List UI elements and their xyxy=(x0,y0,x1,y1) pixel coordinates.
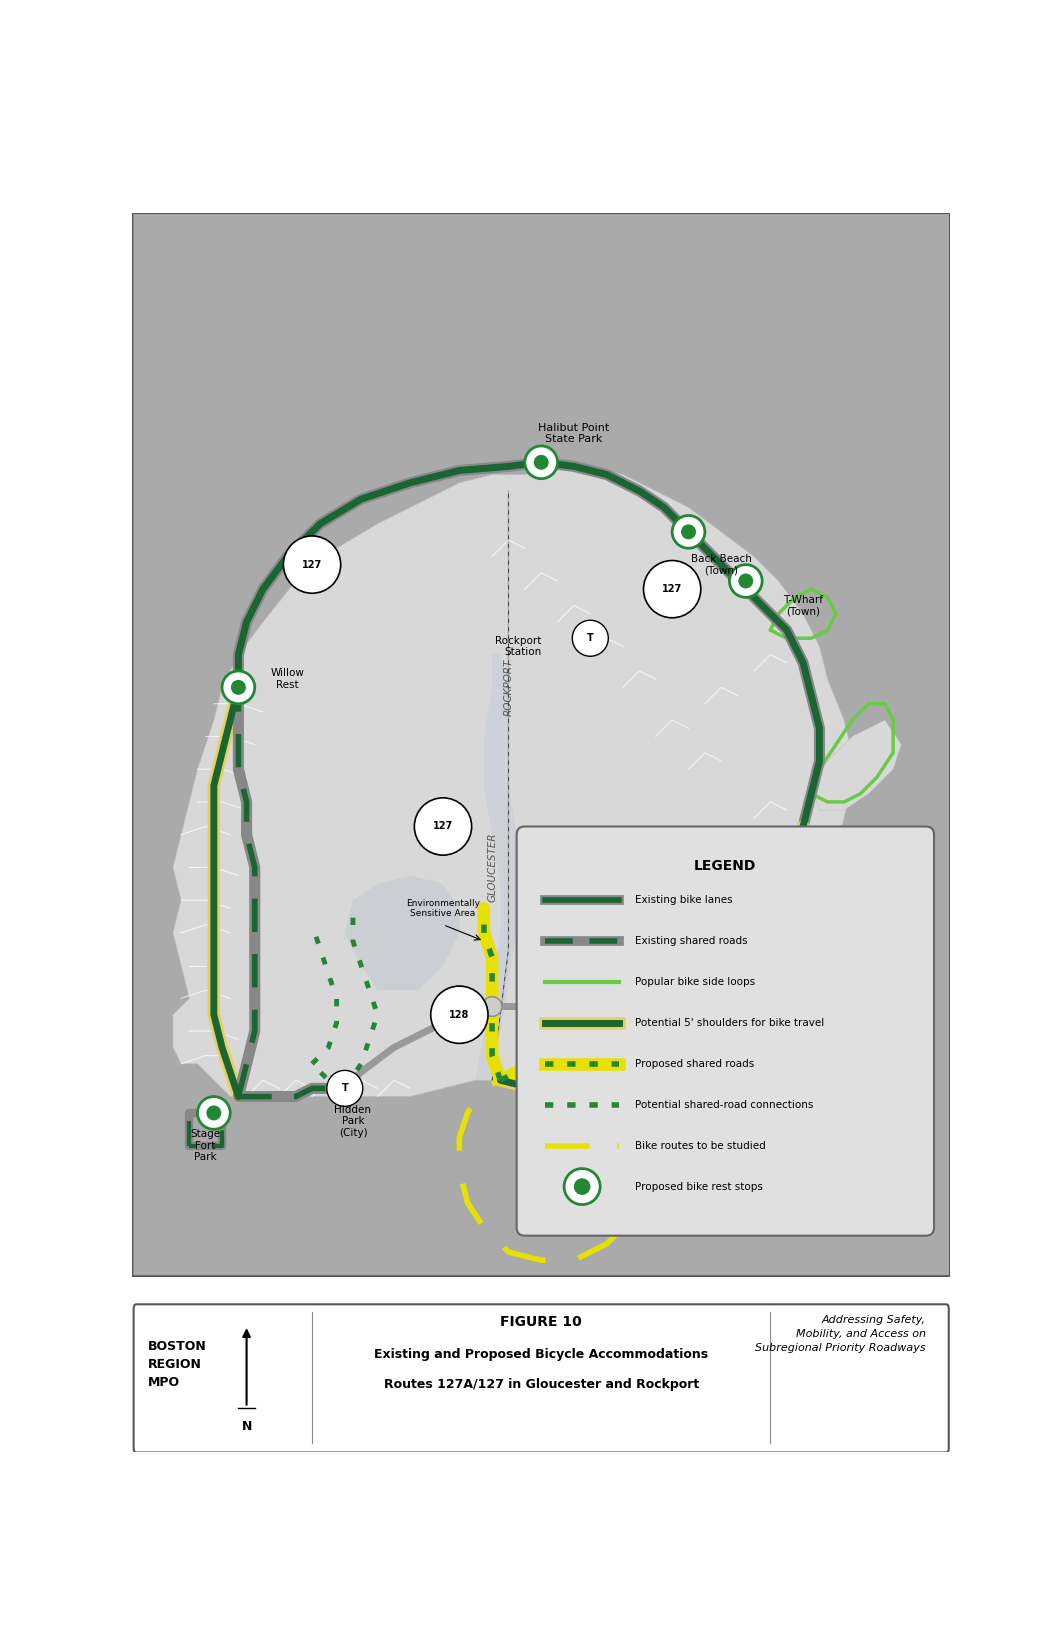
Text: N: N xyxy=(242,1420,251,1433)
Text: Hidden
Park
(City): Hidden Park (City) xyxy=(335,1105,372,1138)
Polygon shape xyxy=(787,1056,868,1129)
Text: Routes 127A/127 in Gloucester and Rockport: Routes 127A/127 in Gloucester and Rockpo… xyxy=(383,1377,699,1390)
Polygon shape xyxy=(173,467,852,1105)
Text: Existing shared roads: Existing shared roads xyxy=(636,937,748,947)
Text: Addressing Safety,
Mobility, and Access on
Subregional Priority Roadways: Addressing Safety, Mobility, and Access … xyxy=(755,1315,926,1353)
FancyBboxPatch shape xyxy=(516,826,934,1235)
Circle shape xyxy=(283,535,341,594)
Text: Environmentally
Sensitive Area: Environmentally Sensitive Area xyxy=(406,899,480,919)
Text: Popular bike side loops: Popular bike side loops xyxy=(636,978,755,987)
Polygon shape xyxy=(811,720,901,809)
Circle shape xyxy=(730,565,762,597)
Circle shape xyxy=(643,560,701,619)
Text: FIGURE 10: FIGURE 10 xyxy=(501,1315,582,1328)
Text: T-Wharf
(Town): T-Wharf (Town) xyxy=(784,594,823,617)
Text: 127: 127 xyxy=(433,821,453,831)
Text: Existing and Proposed Bicycle Accommodations: Existing and Proposed Bicycle Accommodat… xyxy=(374,1348,709,1361)
Text: LEGEND: LEGEND xyxy=(694,858,756,873)
Text: Halibut Point
State Park: Halibut Point State Park xyxy=(539,423,609,444)
Text: 127: 127 xyxy=(662,584,682,594)
Circle shape xyxy=(197,1097,230,1129)
Text: Proposed bike rest stops: Proposed bike rest stops xyxy=(636,1182,763,1191)
Text: Back Beach
(Town): Back Beach (Town) xyxy=(691,553,752,576)
Text: Potential 5' shoulders for bike travel: Potential 5' shoulders for bike travel xyxy=(636,1018,825,1028)
Circle shape xyxy=(572,620,608,656)
Text: 128: 128 xyxy=(449,1010,470,1020)
Circle shape xyxy=(549,1040,566,1056)
Text: BOSTON
REGION
MPO: BOSTON REGION MPO xyxy=(148,1340,207,1389)
Text: T: T xyxy=(341,1084,348,1093)
FancyBboxPatch shape xyxy=(132,212,950,1276)
Text: Environmentally
Sensitive Area: Environmentally Sensitive Area xyxy=(635,850,710,868)
Circle shape xyxy=(431,986,488,1043)
Circle shape xyxy=(230,679,247,695)
Text: Stage
Fort
Park: Stage Fort Park xyxy=(190,1129,221,1162)
Circle shape xyxy=(582,630,599,646)
Circle shape xyxy=(206,1105,222,1121)
Text: 127A: 127A xyxy=(808,863,831,871)
Text: Proposed shared roads: Proposed shared roads xyxy=(636,1059,755,1069)
Circle shape xyxy=(525,446,558,478)
Circle shape xyxy=(541,1031,574,1064)
Text: Rockport
Station: Rockport Station xyxy=(495,635,542,658)
Text: Potential shared-road connections: Potential shared-road connections xyxy=(636,1100,814,1110)
Circle shape xyxy=(326,1071,363,1106)
Circle shape xyxy=(483,997,502,1017)
Circle shape xyxy=(680,524,697,540)
Text: Bike routes to be studied: Bike routes to be studied xyxy=(636,1141,766,1151)
Text: Good Harbor
Beach
(City): Good Harbor Beach (City) xyxy=(524,1007,591,1040)
Text: Existing bike lanes: Existing bike lanes xyxy=(636,894,733,906)
Circle shape xyxy=(672,516,705,548)
Text: ROCKPORT: ROCKPORT xyxy=(504,659,513,716)
Text: GLOUCESTER: GLOUCESTER xyxy=(487,832,497,902)
Circle shape xyxy=(564,1169,600,1204)
Circle shape xyxy=(574,622,606,654)
Circle shape xyxy=(533,454,549,470)
Circle shape xyxy=(414,798,472,855)
Polygon shape xyxy=(475,654,516,1080)
Text: 127: 127 xyxy=(302,560,322,570)
FancyBboxPatch shape xyxy=(134,1304,948,1452)
Circle shape xyxy=(222,671,254,703)
Circle shape xyxy=(573,1178,591,1196)
Polygon shape xyxy=(344,876,459,991)
Text: T: T xyxy=(587,633,593,643)
Text: Willow
Rest: Willow Rest xyxy=(270,669,304,690)
Circle shape xyxy=(785,832,854,902)
Circle shape xyxy=(737,573,754,589)
